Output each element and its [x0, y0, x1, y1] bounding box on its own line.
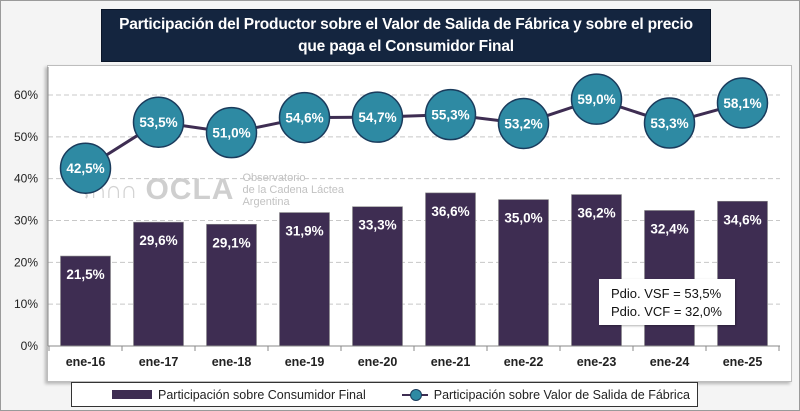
x-tick-label: ene-23	[577, 355, 617, 369]
x-axis: ene-16 ene-17 ene-18 ene-19 ene-20 ene-21 ene-…	[47, 67, 780, 369]
chart-title-line-2: que paga el Consumidor Final	[298, 37, 514, 55]
line-marker	[278, 91, 331, 144]
line-value-label: 53,5%	[139, 115, 177, 130]
watermark-line-1: Observatorio	[242, 172, 306, 184]
line-marker	[570, 73, 623, 125]
x-tick-label: ene-18	[212, 355, 252, 369]
x-tick-label: ene-25	[723, 355, 763, 369]
series-line	[84, 97, 743, 170]
annotation-vcf: Pdio. VCF = 32,0%	[611, 304, 722, 319]
legend-line-label: Participación sobre Valor de Salida de F…	[433, 387, 690, 402]
bar	[279, 212, 330, 347]
x-tick-label: ene-17	[139, 355, 179, 369]
line-value-label: 54,7%	[358, 110, 396, 125]
line-marker	[205, 106, 258, 159]
average-annotation: Pdio. VSF = 53,5% Pdio. VCF = 32,0%	[599, 279, 735, 325]
line-marker	[643, 97, 696, 149]
bar-value-label: 36,6%	[431, 204, 469, 219]
bar-series: 21,5% 29,6% 29,1% 31,9% 33,3% 36,6% 35,0% 36,2%…	[60, 192, 768, 347]
line-value-label: 54,6%	[285, 111, 323, 126]
x-tick-label: ene-22	[504, 355, 544, 369]
line-marker	[716, 77, 769, 129]
line-value-label: 42,5%	[66, 161, 104, 176]
line-series: 42,5% 53,5% 51,0% 54,6% 54,7% 55,3% 53,2% 59,0%…	[59, 73, 769, 194]
line-value-label: 59,0%	[577, 92, 615, 107]
bar-value-label: 32,4%	[650, 221, 688, 236]
bar	[206, 223, 257, 347]
bar-value-label: 29,1%	[212, 235, 250, 250]
x-tick-label: ene-24	[650, 355, 690, 369]
bar-value-label: 33,3%	[358, 218, 396, 233]
line-marker	[497, 97, 550, 150]
watermark-line-3: Argentina	[242, 196, 290, 208]
bar-value-label: 21,5%	[66, 267, 104, 282]
legend-bar-label: Participación sobre Consumidor Final	[158, 387, 366, 402]
x-tick-label: ene-16	[66, 355, 106, 369]
line-marker	[132, 96, 185, 148]
annotation-vsf: Pdio. VSF = 53,5%	[611, 286, 722, 301]
y-tick-label: 20%	[14, 255, 38, 269]
bar-value-label: 36,2%	[577, 206, 615, 221]
legend-item-line[interactable]: Participación sobre Valor de Salida de F…	[366, 388, 690, 402]
legend-line-marker-icon	[401, 388, 428, 401]
line-value-label: 53,2%	[504, 116, 542, 131]
bar	[60, 255, 111, 347]
bar-value-label: 31,9%	[285, 224, 323, 239]
y-tick-label: 40%	[14, 172, 38, 186]
legend-item-bar[interactable]: Participación sobre Consumidor Final	[72, 388, 366, 402]
bar	[133, 221, 184, 347]
line-marker	[351, 91, 404, 143]
watermark-line-2: de la Cadena Láctea	[242, 184, 344, 196]
line-value-label: 55,3%	[431, 108, 469, 123]
y-tick-label: 10%	[14, 297, 38, 311]
y-tick-label: 30%	[14, 214, 38, 228]
line-value-label: 51,0%	[212, 126, 250, 141]
x-tick-label: ene-20	[358, 355, 398, 369]
bar-value-label: 35,0%	[504, 211, 542, 226]
y-tick-label: 60%	[14, 88, 38, 102]
legend: Participación sobre Consumidor Final Par…	[71, 382, 698, 407]
bar-value-label: 34,6%	[723, 212, 761, 227]
chart-title-line-1: Participación del Productor sobre el Val…	[119, 15, 693, 33]
bar	[352, 206, 403, 347]
legend-bar-swatch-icon	[112, 390, 152, 399]
line-value-label: 58,1%	[723, 96, 761, 111]
line-marker	[424, 88, 477, 141]
x-tick-label: ene-21	[431, 355, 471, 369]
chart-title: Participación del Productor sobre el Val…	[101, 9, 711, 62]
bar-value-label: 29,6%	[139, 233, 177, 248]
y-tick-label: 50%	[14, 130, 38, 144]
bar	[425, 192, 476, 347]
y-tick-label: 0%	[21, 339, 39, 353]
line-value-label: 53,3%	[650, 116, 688, 131]
bar	[498, 199, 549, 347]
x-tick-label: ene-19	[285, 355, 325, 369]
y-axis-ticks: 0% 10% 20% 30% 40% 50% 60%	[14, 88, 38, 353]
watermark-subtitle: Observatorio de la Cadena Láctea Argenti…	[242, 172, 344, 208]
line-marker	[59, 142, 112, 194]
